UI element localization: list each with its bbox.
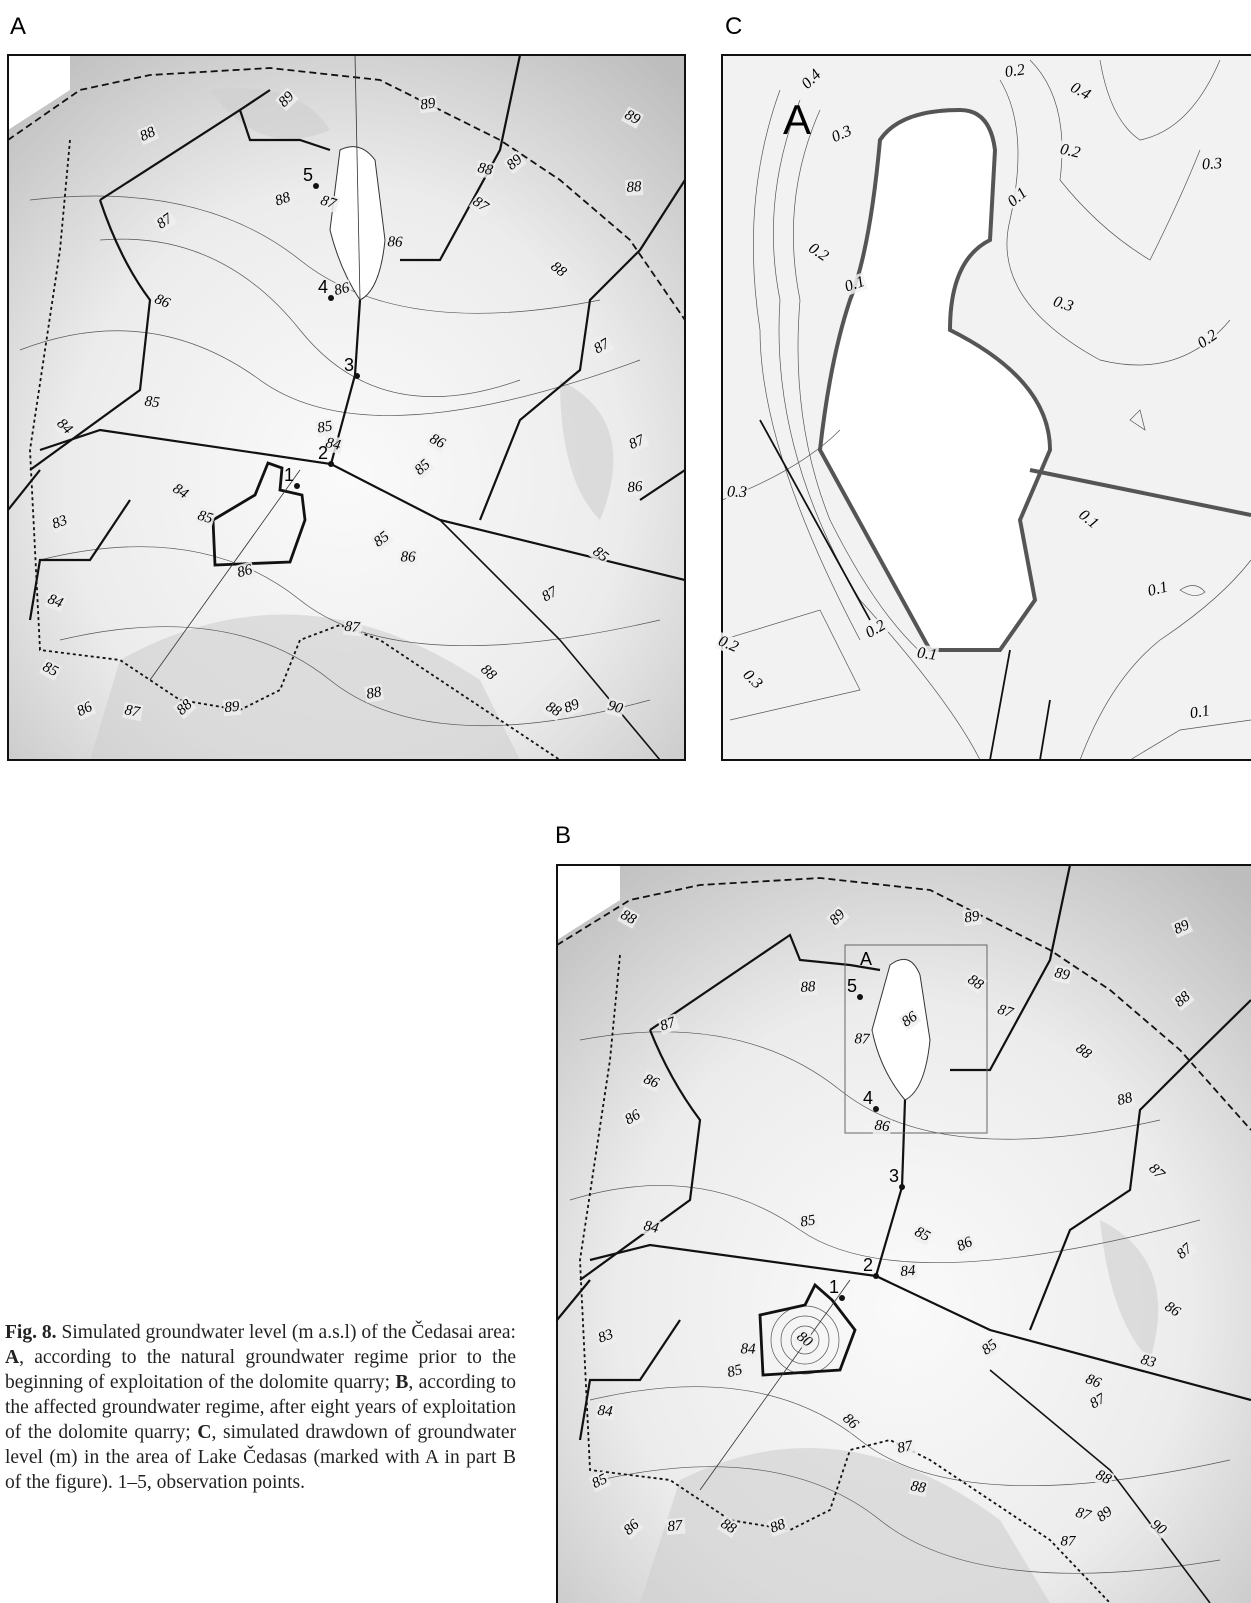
contour-label: 0.1 [916, 645, 938, 664]
observation-label: 1 [829, 1277, 839, 1297]
page: A C B A A 898989888889888788878786888686… [0, 0, 1251, 1603]
contour-label: 86 [400, 549, 416, 565]
contour-label: 87 [854, 1031, 871, 1048]
observation-label: 3 [344, 355, 354, 375]
contour-label: 0.2 [1004, 61, 1026, 81]
caption-run: C [197, 1422, 211, 1443]
contour-label: 86 [387, 234, 403, 251]
contour-label: 85 [316, 418, 334, 436]
observation-point [857, 994, 863, 1000]
panel-c-map [722, 55, 1251, 760]
observation-point [899, 1184, 905, 1190]
panel-a-map [8, 55, 685, 760]
contour-label: 87 [667, 1518, 685, 1535]
observation-label: 2 [318, 443, 328, 463]
panel-letter: B [555, 822, 571, 849]
observation-label: 5 [303, 165, 313, 185]
inset-label: A [783, 96, 811, 143]
panel-letter: C [725, 13, 742, 40]
contour-label: 0.3 [1202, 155, 1223, 173]
contour-label: 88 [800, 979, 816, 996]
caption-run: Fig. 8. [5, 1322, 57, 1343]
observation-label: 4 [863, 1088, 873, 1108]
caption-run: B [395, 1372, 408, 1393]
observation-label: 2 [863, 1255, 873, 1275]
contour-label: 87 [1061, 1533, 1078, 1549]
observation-point [839, 1295, 845, 1301]
contour-label: 0.3 [727, 483, 748, 501]
observation-label: 5 [847, 976, 857, 996]
contour-label: 0.1 [1189, 702, 1211, 722]
contour-label: 89 [419, 95, 437, 113]
caption-run: A [5, 1347, 19, 1368]
contour-label: 89 [224, 699, 241, 716]
observation-label: 3 [889, 1166, 899, 1186]
contour-label: 89 [963, 908, 981, 926]
observation-point [294, 483, 300, 489]
caption-run: Simulated groundwater level (m a.s.l) of… [57, 1322, 516, 1343]
observation-point [873, 1106, 879, 1112]
contour-label: 84 [597, 1403, 614, 1421]
contour-label: 86 [627, 479, 644, 496]
contour-label: 84 [900, 1263, 917, 1280]
observation-point [313, 183, 319, 189]
contour-label: 84 [740, 1341, 756, 1357]
panel-letter: A [10, 13, 26, 40]
contour-label: 85 [799, 1212, 817, 1230]
observation-point [328, 461, 334, 467]
inset-label: A [860, 949, 872, 969]
observation-point [328, 295, 334, 301]
contour-label: 86 [874, 1118, 891, 1136]
observation-point [354, 373, 360, 379]
observation-label: 4 [318, 277, 328, 297]
observation-point [873, 1273, 879, 1279]
contour-label: 85 [144, 394, 161, 412]
figure-caption: Fig. 8. Simulated groundwater level (m a… [5, 1320, 516, 1495]
contour-label: 88 [626, 179, 642, 196]
observation-label: 1 [284, 465, 294, 485]
panel-b-map [557, 865, 1251, 1603]
